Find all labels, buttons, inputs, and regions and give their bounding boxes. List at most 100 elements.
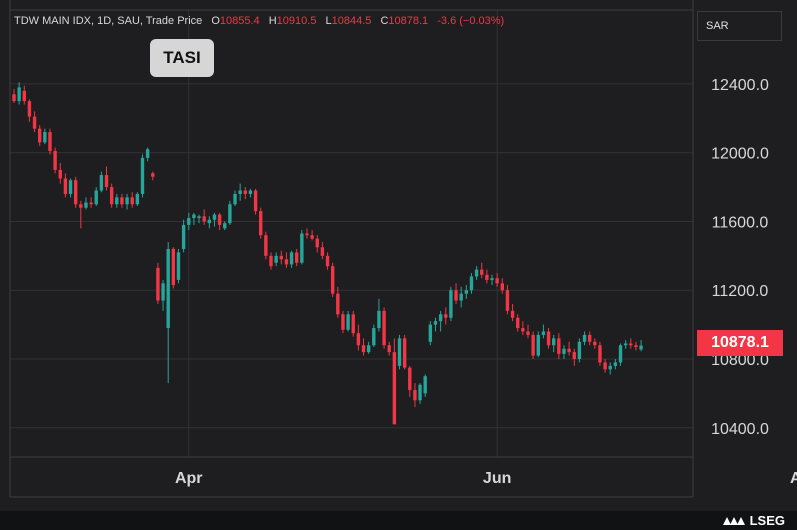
candle-body [413, 389, 417, 401]
candle-body [546, 331, 551, 346]
candle-body [490, 278, 494, 280]
candle [572, 348, 576, 366]
candle [176, 248, 181, 284]
candle-body [181, 224, 186, 249]
candle [536, 331, 540, 358]
candle [603, 359, 607, 373]
close-value: 10878.1 [388, 15, 429, 27]
candle-body [58, 169, 62, 179]
candle [464, 285, 469, 299]
footer-bar: LSEG [0, 511, 797, 530]
candle-body [197, 216, 201, 219]
candle [207, 216, 212, 229]
candle [187, 212, 191, 231]
candle [423, 374, 427, 397]
candle [238, 183, 242, 201]
time-tick-label: Aug [790, 470, 797, 487]
price-tick-label: 10800.0 [711, 352, 769, 369]
candle [500, 278, 504, 294]
candle-body [269, 255, 273, 267]
candle [639, 340, 643, 352]
candle [495, 273, 499, 287]
candle [84, 197, 88, 210]
candle-body [145, 149, 150, 158]
candle-body [639, 345, 643, 350]
candle-body [392, 352, 397, 425]
candle-body [531, 334, 535, 356]
candle-body [629, 343, 633, 346]
candle-body [346, 314, 350, 330]
candle [99, 171, 104, 193]
candle-body [289, 252, 294, 265]
candle [361, 338, 366, 356]
candle-body [526, 331, 530, 335]
candle [274, 252, 278, 267]
candle [295, 248, 299, 267]
candle [598, 341, 602, 366]
candle [197, 214, 201, 224]
candle [336, 286, 340, 318]
lseg-mark-icon [722, 516, 745, 525]
candle [171, 247, 176, 289]
candle [228, 200, 232, 225]
candle-body [613, 362, 618, 366]
time-tick-label: Apr [175, 470, 203, 487]
candle [521, 321, 525, 335]
candle [89, 197, 93, 208]
high-label: H [268, 15, 277, 27]
candle [192, 212, 196, 225]
candle-body [618, 345, 623, 363]
candle-body [510, 310, 515, 318]
candle [43, 128, 47, 145]
candle-body [587, 334, 592, 342]
price-tick-label: 12000.0 [711, 146, 769, 163]
candle [413, 383, 417, 408]
price-tick-label: 11600.0 [712, 214, 769, 231]
candle-body [89, 202, 93, 205]
candle-body [156, 267, 160, 301]
candle [63, 173, 68, 198]
candle [243, 187, 247, 200]
candle [325, 252, 330, 270]
candle [166, 242, 170, 384]
price-axis-labels: 10400.0 10800.0 11200.0 11600.0 12000.0 12400… [711, 77, 769, 438]
candle [341, 310, 345, 334]
candle [48, 128, 52, 155]
candle-body [577, 341, 582, 360]
candle-body [320, 247, 325, 256]
candle [444, 307, 448, 325]
candle [94, 187, 98, 206]
candle [289, 250, 294, 268]
candle [392, 338, 397, 425]
candle [27, 99, 32, 122]
candle [408, 365, 412, 397]
candle-body [32, 116, 37, 129]
candle-body [536, 334, 540, 356]
currency-selector[interactable]: SAR [697, 11, 782, 41]
candle-body [12, 94, 16, 102]
candle-body [264, 235, 268, 256]
candle-body [464, 290, 469, 294]
candle [140, 154, 145, 198]
candle-body [623, 343, 628, 346]
candle [145, 147, 150, 162]
candle [372, 324, 376, 347]
candle-body [120, 197, 124, 205]
candle-body [454, 290, 458, 301]
candle-body [135, 193, 140, 205]
candle [377, 298, 381, 332]
candle-body [94, 190, 98, 205]
candle-body [572, 352, 576, 360]
candle [310, 230, 314, 241]
candle-body [279, 255, 283, 260]
candle [490, 274, 494, 286]
candle [505, 285, 510, 315]
candle-body [341, 314, 345, 330]
candle-body [38, 128, 42, 143]
candle [151, 171, 155, 181]
time-tick-label: Jun [483, 470, 511, 487]
candle [38, 125, 42, 146]
candle [22, 85, 26, 105]
time-axis-labels: Apr Jun Aug [175, 470, 797, 487]
